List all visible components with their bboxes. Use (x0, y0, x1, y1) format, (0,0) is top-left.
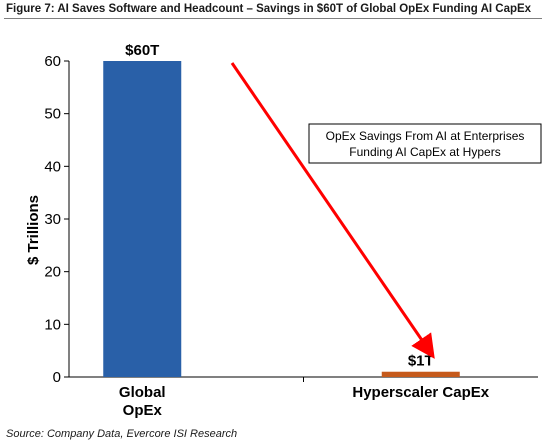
y-tick-label: 40 (44, 158, 61, 175)
figure-title: Figure 7: AI Saves Software and Headcoun… (6, 3, 532, 15)
bar-1 (381, 371, 460, 377)
bar-0 (103, 61, 182, 377)
data-label-0: $60T (125, 42, 159, 59)
source-note: Source: Company Data, Evercore ISI Resea… (6, 428, 238, 440)
category-label-0: OpEx (123, 402, 163, 419)
data-label-1: $1T (408, 353, 434, 370)
chart-bars (103, 61, 460, 377)
y-tick-label: 60 (44, 53, 61, 70)
annotation-line-1: OpEx Savings From AI at Enterprises (326, 129, 525, 143)
category-label-1: Hyperscaler CapEx (352, 384, 489, 401)
y-tick-label: 30 (44, 211, 61, 228)
y-tick-label: 50 (44, 106, 61, 123)
y-tick-label: 0 (53, 369, 61, 386)
title-divider (4, 18, 542, 19)
savings-arrow (230, 62, 435, 359)
y-tick-label: 20 (44, 264, 61, 281)
annotation-line-2: Funding AI CapEx at Hypers (349, 145, 500, 159)
y-axis-title: $ Trillions (25, 195, 42, 265)
category-label-0: Global (119, 384, 166, 401)
y-tick-label: 10 (44, 316, 61, 333)
annotation-box (308, 123, 542, 164)
